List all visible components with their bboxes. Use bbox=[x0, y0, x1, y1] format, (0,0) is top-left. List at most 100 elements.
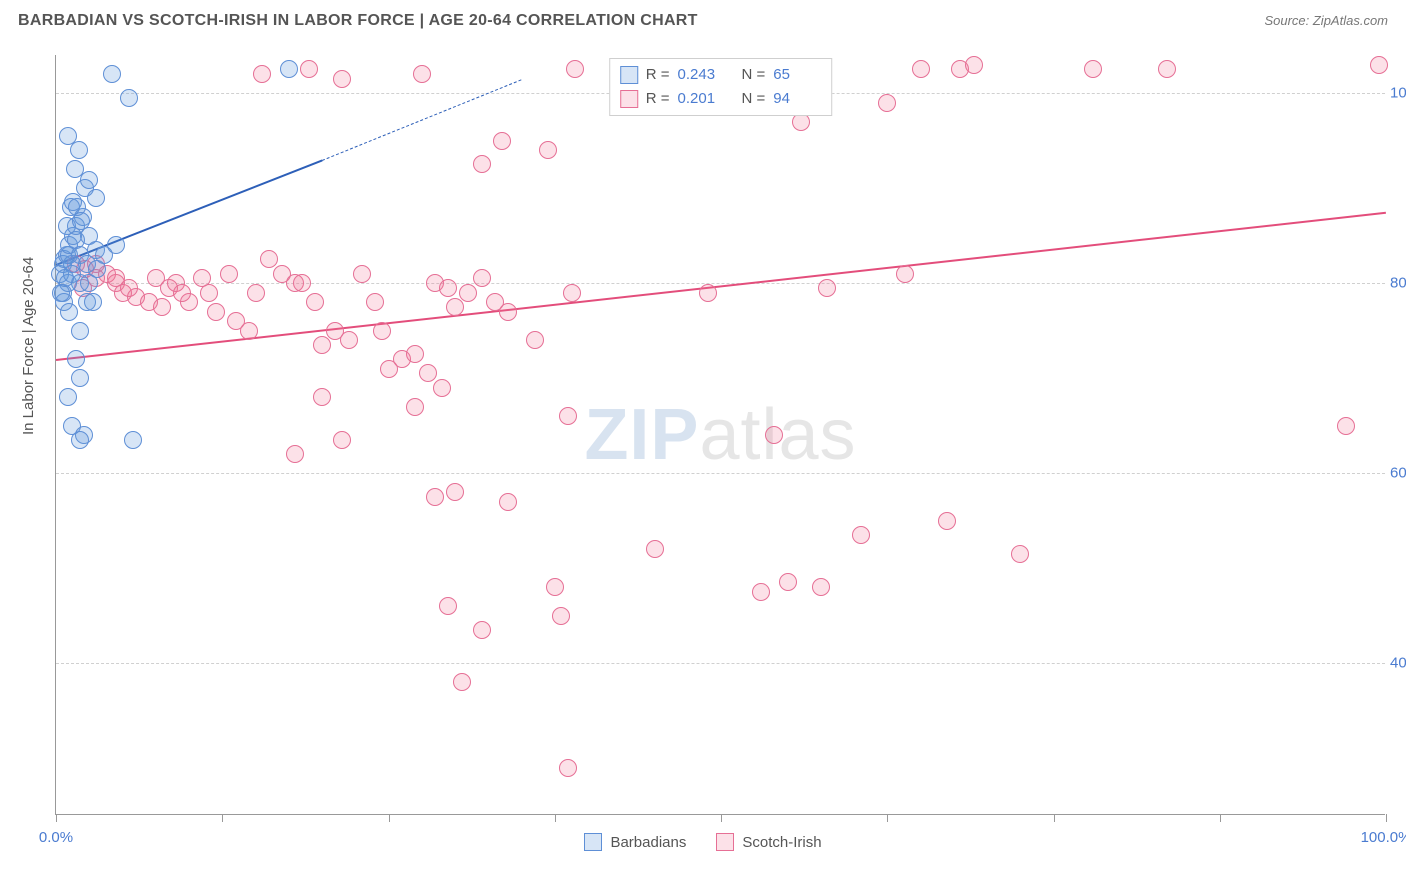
x-tick bbox=[555, 814, 556, 822]
gridline bbox=[56, 473, 1385, 474]
data-point-scotch-irish bbox=[779, 573, 797, 591]
data-point-scotch-irish bbox=[240, 322, 258, 340]
data-point-barbadians bbox=[71, 369, 89, 387]
data-point-scotch-irish bbox=[878, 94, 896, 112]
data-point-scotch-irish bbox=[247, 284, 265, 302]
data-point-scotch-irish bbox=[765, 426, 783, 444]
data-point-scotch-irish bbox=[912, 60, 930, 78]
data-point-scotch-irish bbox=[699, 284, 717, 302]
data-point-barbadians bbox=[71, 322, 89, 340]
x-tick bbox=[1386, 814, 1387, 822]
correlation-legend: R = 0.243 N = 65 R = 0.201 N = 94 bbox=[609, 58, 833, 116]
x-tick bbox=[1220, 814, 1221, 822]
data-point-scotch-irish bbox=[938, 512, 956, 530]
data-point-scotch-irish bbox=[419, 364, 437, 382]
data-point-barbadians bbox=[84, 293, 102, 311]
data-point-scotch-irish bbox=[313, 336, 331, 354]
chart-plot-area: ZIPatlas R = 0.243 N = 65 R = 0.201 N = … bbox=[55, 55, 1385, 815]
data-point-scotch-irish bbox=[446, 483, 464, 501]
x-tick bbox=[1054, 814, 1055, 822]
legend-item-barbadians: Barbadians bbox=[584, 833, 686, 851]
data-point-scotch-irish bbox=[499, 493, 517, 511]
y-tick-label: 80.0% bbox=[1390, 275, 1406, 292]
legend-row-barbadians: R = 0.243 N = 65 bbox=[620, 63, 822, 87]
data-point-scotch-irish bbox=[153, 298, 171, 316]
data-point-barbadians bbox=[67, 350, 85, 368]
series-legend: Barbadians Scotch-Irish bbox=[0, 833, 1406, 851]
data-point-barbadians bbox=[87, 189, 105, 207]
data-point-scotch-irish bbox=[1370, 56, 1388, 74]
data-point-scotch-irish bbox=[147, 269, 165, 287]
data-point-scotch-irish bbox=[1011, 545, 1029, 563]
data-point-scotch-irish bbox=[493, 132, 511, 150]
data-point-scotch-irish bbox=[563, 284, 581, 302]
data-point-scotch-irish bbox=[286, 445, 304, 463]
data-point-scotch-irish bbox=[526, 331, 544, 349]
data-point-scotch-irish bbox=[406, 398, 424, 416]
data-point-barbadians bbox=[71, 431, 89, 449]
data-point-scotch-irish bbox=[812, 578, 830, 596]
legend-row-scotch-irish: R = 0.201 N = 94 bbox=[620, 87, 822, 111]
data-point-barbadians bbox=[124, 431, 142, 449]
data-point-scotch-irish bbox=[366, 293, 384, 311]
data-point-barbadians bbox=[60, 303, 78, 321]
y-tick-label: 60.0% bbox=[1390, 465, 1406, 482]
data-point-scotch-irish bbox=[313, 388, 331, 406]
data-point-scotch-irish bbox=[120, 279, 138, 297]
y-axis-label: In Labor Force | Age 20-64 bbox=[20, 257, 37, 435]
data-point-barbadians bbox=[72, 212, 90, 230]
data-point-scotch-irish bbox=[306, 293, 324, 311]
data-point-scotch-irish bbox=[426, 488, 444, 506]
trend-line bbox=[322, 79, 522, 161]
data-point-scotch-irish bbox=[439, 279, 457, 297]
data-point-barbadians bbox=[80, 171, 98, 189]
swatch-scotch-irish bbox=[716, 833, 734, 851]
data-point-scotch-irish bbox=[293, 274, 311, 292]
data-point-scotch-irish bbox=[818, 279, 836, 297]
x-tick bbox=[721, 814, 722, 822]
data-point-barbadians bbox=[120, 89, 138, 107]
data-point-scotch-irish bbox=[340, 331, 358, 349]
x-tick bbox=[887, 814, 888, 822]
x-tick bbox=[56, 814, 57, 822]
data-point-scotch-irish bbox=[373, 322, 391, 340]
x-tick bbox=[222, 814, 223, 822]
data-point-scotch-irish bbox=[260, 250, 278, 268]
swatch-barbadians bbox=[620, 66, 638, 84]
data-point-scotch-irish bbox=[446, 298, 464, 316]
data-point-scotch-irish bbox=[453, 673, 471, 691]
data-point-barbadians bbox=[107, 236, 125, 254]
y-tick-label: 100.0% bbox=[1390, 85, 1406, 102]
legend-item-scotch-irish: Scotch-Irish bbox=[716, 833, 821, 851]
data-point-scotch-irish bbox=[406, 345, 424, 363]
data-point-scotch-irish bbox=[546, 578, 564, 596]
data-point-scotch-irish bbox=[433, 379, 451, 397]
data-point-scotch-irish bbox=[559, 407, 577, 425]
data-point-barbadians bbox=[66, 160, 84, 178]
data-point-scotch-irish bbox=[1158, 60, 1176, 78]
source-attribution: Source: ZipAtlas.com bbox=[1264, 13, 1388, 28]
data-point-barbadians bbox=[280, 60, 298, 78]
x-tick bbox=[389, 814, 390, 822]
data-point-scotch-irish bbox=[173, 284, 191, 302]
data-point-scotch-irish bbox=[559, 759, 577, 777]
data-point-scotch-irish bbox=[539, 141, 557, 159]
data-point-scotch-irish bbox=[473, 621, 491, 639]
data-point-scotch-irish bbox=[852, 526, 870, 544]
data-point-scotch-irish bbox=[300, 60, 318, 78]
data-point-scotch-irish bbox=[499, 303, 517, 321]
data-point-scotch-irish bbox=[413, 65, 431, 83]
data-point-scotch-irish bbox=[473, 269, 491, 287]
data-point-scotch-irish bbox=[1084, 60, 1102, 78]
data-point-scotch-irish bbox=[552, 607, 570, 625]
data-point-scotch-irish bbox=[896, 265, 914, 283]
data-point-scotch-irish bbox=[646, 540, 664, 558]
data-point-barbadians bbox=[70, 141, 88, 159]
data-point-barbadians bbox=[103, 65, 121, 83]
data-point-scotch-irish bbox=[566, 60, 584, 78]
data-point-scotch-irish bbox=[333, 431, 351, 449]
data-point-barbadians bbox=[59, 388, 77, 406]
gridline bbox=[56, 663, 1385, 664]
data-point-barbadians bbox=[52, 284, 70, 302]
data-point-scotch-irish bbox=[1337, 417, 1355, 435]
